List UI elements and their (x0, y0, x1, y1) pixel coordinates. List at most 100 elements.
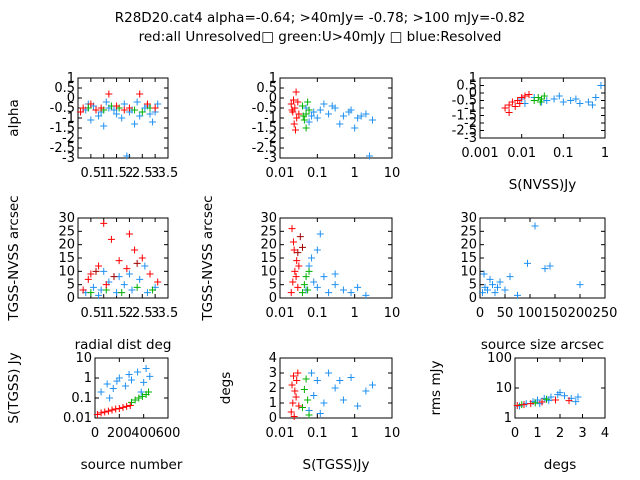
data-point (89, 283, 97, 291)
y-tick-label: 0.5 (456, 79, 477, 94)
data-point (294, 369, 302, 377)
data-point (294, 283, 302, 291)
data-point (298, 243, 306, 251)
y-axis-label: rms mJy (428, 361, 444, 416)
y-tick-label: 0 (269, 411, 277, 426)
data-point (310, 278, 318, 286)
data-point (128, 286, 136, 294)
y-tick-label: 1 (269, 396, 277, 411)
data-point (347, 289, 355, 297)
data-point (362, 291, 370, 299)
y-tick-label: -1 (264, 111, 277, 126)
data-point (87, 289, 95, 297)
scatter-panels: 0.511.522.533.510.50-0.5-1-1.5-2-2.5-3al… (6, 71, 617, 473)
data-point (146, 270, 154, 278)
y-tick-label: 5 (269, 278, 277, 293)
data-point (287, 289, 295, 297)
data-point (588, 101, 596, 109)
y-tick-label: 0 (67, 91, 75, 106)
data-point (143, 100, 151, 108)
data-point (331, 281, 339, 289)
data-point (597, 82, 605, 89)
series-blue (479, 222, 584, 299)
series-green (87, 283, 157, 297)
y-tick-label: -0.5 (50, 101, 75, 116)
x-tick-label: 0.1 (307, 166, 328, 181)
data-point (131, 396, 139, 404)
data-point (100, 219, 108, 227)
y-tick-label: 25 (460, 224, 477, 239)
data-point (299, 112, 307, 120)
x-tick-label: 0 (476, 306, 484, 321)
data-point (287, 100, 295, 108)
data-point (102, 281, 110, 289)
data-point (559, 98, 567, 106)
data-point (113, 102, 121, 110)
x-tick-label: 3 (151, 306, 159, 321)
data-point (295, 262, 303, 270)
data-point (97, 388, 105, 396)
data-point (531, 222, 539, 230)
x-tick-label: 1.5 (106, 306, 127, 321)
data-point (131, 106, 139, 114)
data-point (567, 97, 575, 104)
x-tick-label: 1 (100, 166, 108, 181)
y-tick-label: -1 (62, 111, 75, 126)
data-point (106, 394, 114, 402)
data-point (489, 281, 496, 289)
y-tick-label: 25 (260, 224, 277, 239)
y-tick-label: -2 (62, 131, 75, 146)
data-point (501, 104, 509, 112)
x-tick-label: 0 (511, 426, 519, 441)
data-point (92, 267, 100, 275)
data-point (505, 101, 513, 109)
data-point (125, 370, 133, 378)
y-tick-label: 1 (504, 411, 512, 426)
series-green (128, 388, 153, 406)
x-tick-label: 400 (131, 426, 156, 441)
data-point (291, 126, 299, 134)
data-point (292, 393, 300, 401)
data-point (576, 100, 584, 107)
data-point (100, 267, 108, 275)
y-tick-label: 0 (67, 291, 75, 306)
data-point (95, 262, 103, 270)
data-point (137, 388, 145, 396)
data-point (362, 387, 370, 395)
x-tick-label: 1 (351, 426, 359, 441)
series-blue (302, 100, 376, 160)
data-point (543, 395, 550, 403)
data-point (345, 108, 353, 116)
data-point (115, 404, 123, 412)
data-point (104, 407, 112, 415)
y-tick-label: 0 (469, 291, 477, 306)
y-tick-label: 1 (269, 71, 277, 86)
data-point (126, 402, 134, 410)
data-point (480, 270, 488, 278)
data-point (290, 120, 298, 128)
data-point (103, 380, 111, 388)
y-tick-label: 0 (269, 91, 277, 106)
data-point (339, 396, 347, 404)
y-tick-label: 5 (67, 278, 75, 293)
y-tick-label: -3 (264, 151, 277, 166)
data-point (290, 413, 298, 420)
data-point (92, 106, 100, 114)
data-point (77, 108, 85, 116)
data-point (547, 393, 555, 401)
y-tick-label: 20 (58, 238, 75, 253)
data-point (87, 116, 95, 124)
data-point (518, 94, 526, 101)
data-point (136, 275, 144, 283)
y-tick-label: -3 (464, 131, 477, 146)
y-tick-label: -1 (464, 101, 477, 116)
data-point (501, 286, 509, 294)
y-tick-label: 15 (58, 251, 75, 266)
data-point (308, 369, 316, 377)
data-point (290, 238, 298, 246)
data-point (555, 92, 563, 100)
x-tick-label: 200 (107, 426, 132, 441)
data-point (154, 278, 162, 286)
